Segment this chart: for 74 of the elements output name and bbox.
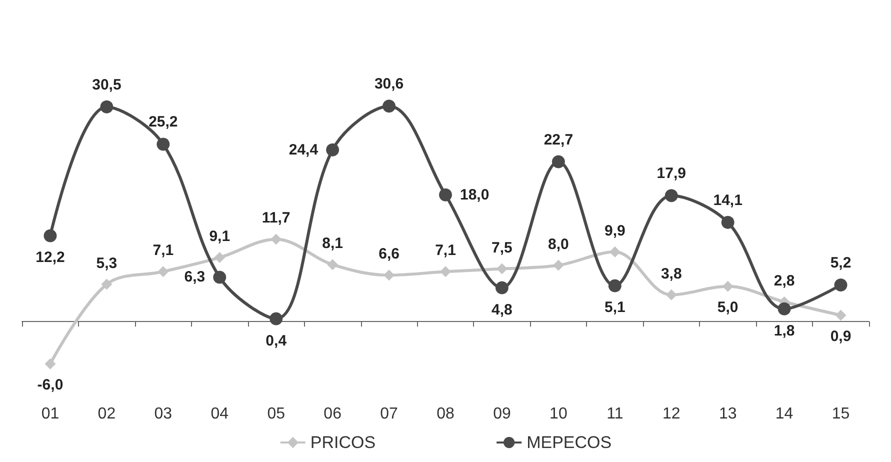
point <box>158 266 169 278</box>
point <box>666 289 677 300</box>
data-label: 2,8 <box>774 272 795 290</box>
x-tick-label: 10 <box>550 406 568 422</box>
point <box>270 234 282 245</box>
x-tick-label: 09 <box>493 406 511 422</box>
point <box>44 358 56 370</box>
x-tick-label: 15 <box>832 406 850 422</box>
point <box>270 312 283 326</box>
point <box>44 229 57 242</box>
data-label: 24,4 <box>288 141 319 158</box>
point <box>214 252 226 264</box>
point <box>101 278 112 290</box>
data-label: 5,2 <box>830 254 852 272</box>
data-label: 5,3 <box>96 254 118 272</box>
data-label: 8,1 <box>322 235 343 252</box>
data-label: 5,0 <box>717 298 738 316</box>
data-label: 7,1 <box>435 242 456 260</box>
point <box>778 302 791 316</box>
data-label: 17,9 <box>656 165 686 182</box>
x-tick-label: 01 <box>41 406 60 422</box>
x-tick-label: 12 <box>662 406 680 422</box>
x-tick-label: 11 <box>606 406 624 422</box>
x-tick-label: 14 <box>775 406 794 422</box>
point <box>213 270 226 284</box>
point <box>327 259 338 270</box>
x-tick-label: 06 <box>324 406 342 422</box>
point <box>608 279 622 292</box>
x-tick-label: 07 <box>380 406 398 422</box>
data-label: 30,6 <box>374 76 404 93</box>
data-label: 25,2 <box>148 114 178 131</box>
x-tick-label: 05 <box>267 406 286 422</box>
data-label: 8,0 <box>548 236 569 253</box>
data-label: 0,9 <box>830 328 852 345</box>
point <box>721 216 734 229</box>
legend-label: PRICOS <box>310 433 376 452</box>
point <box>552 260 564 271</box>
point <box>382 100 396 113</box>
data-label: 22,7 <box>544 131 574 148</box>
data-label: 6,3 <box>184 268 206 286</box>
point <box>552 155 565 168</box>
point <box>100 100 114 114</box>
point <box>834 278 848 292</box>
point <box>439 188 452 202</box>
point <box>835 310 846 321</box>
x-tick-label: 08 <box>436 406 454 422</box>
point <box>664 189 678 202</box>
point <box>496 263 508 274</box>
data-label: 18,0 <box>460 186 490 204</box>
point <box>440 266 451 278</box>
data-label: 3,8 <box>660 265 682 282</box>
data-label: 4,8 <box>492 301 512 318</box>
data-label: 11,7 <box>262 210 290 227</box>
data-label: -6,0 <box>37 376 64 394</box>
data-label: 0,4 <box>266 332 288 350</box>
x-tick-label: 02 <box>98 406 116 422</box>
data-label: 12,2 <box>36 249 65 266</box>
x-tick-label: 13 <box>718 406 737 422</box>
data-label: 1,8 <box>774 322 795 340</box>
point <box>156 138 170 151</box>
point <box>722 280 734 292</box>
x-tick-label: 04 <box>210 406 229 422</box>
data-label: 9,9 <box>604 222 626 240</box>
data-label: 6,6 <box>378 246 400 263</box>
point <box>326 143 340 156</box>
data-label: 7,5 <box>492 239 512 256</box>
legend-label: MEPECOS <box>526 433 612 452</box>
data-label: 14,1 <box>713 192 742 209</box>
data-label: 30,5 <box>92 76 122 94</box>
data-label: 9,1 <box>209 228 230 246</box>
x-tick-label: 03 <box>154 406 172 422</box>
point <box>495 281 508 294</box>
data-label: 7,1 <box>152 242 174 260</box>
data-label: 5,1 <box>604 299 626 316</box>
